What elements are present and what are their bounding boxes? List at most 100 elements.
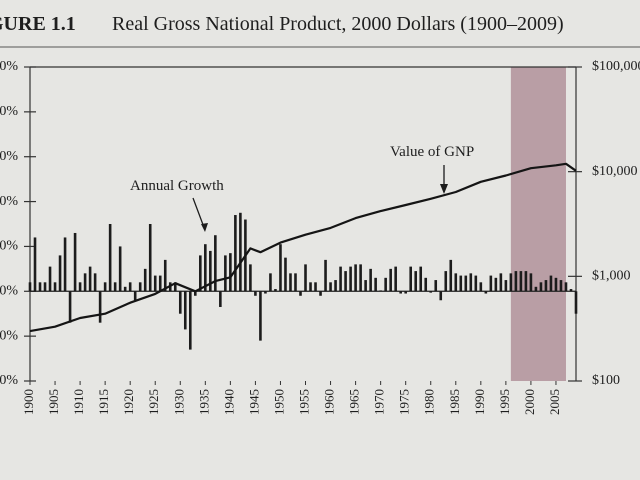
x-tick-label: 1905 bbox=[46, 389, 61, 415]
bar bbox=[514, 271, 518, 292]
y-tick-label: 30% bbox=[0, 149, 18, 164]
highlight-band bbox=[510, 67, 566, 381]
bar bbox=[569, 289, 573, 292]
bar bbox=[449, 259, 453, 292]
bar bbox=[239, 212, 242, 292]
bar bbox=[544, 280, 548, 292]
bar bbox=[359, 264, 362, 292]
gnp-line bbox=[29, 162, 577, 333]
bar bbox=[549, 275, 553, 292]
bar bbox=[489, 275, 493, 292]
bar bbox=[459, 275, 463, 292]
bar bbox=[178, 291, 182, 314]
bar bbox=[324, 259, 327, 292]
bar bbox=[334, 280, 337, 292]
bar bbox=[414, 271, 418, 292]
bar bbox=[163, 259, 167, 292]
bar bbox=[294, 273, 297, 292]
bar bbox=[299, 291, 302, 296]
bar bbox=[409, 266, 412, 292]
bar bbox=[158, 275, 162, 292]
bar bbox=[519, 271, 523, 292]
x-tick-label: 1920 bbox=[121, 389, 136, 415]
bar bbox=[484, 291, 488, 294]
y-tick-label: 50% bbox=[0, 59, 18, 74]
bar bbox=[314, 282, 317, 292]
bar bbox=[554, 277, 558, 292]
bar bbox=[464, 275, 468, 292]
bar bbox=[98, 291, 102, 323]
bar bbox=[319, 291, 322, 296]
bar bbox=[199, 255, 202, 292]
bar bbox=[128, 282, 132, 292]
y-tick-label: 10% bbox=[0, 239, 18, 254]
plot: 50% 40% 30% 20% 10% 0% –10% –20% $100,000 $10,000… bbox=[0, 59, 640, 415]
bar bbox=[194, 291, 197, 296]
bar bbox=[539, 282, 543, 292]
bar bbox=[43, 282, 47, 292]
bar bbox=[454, 273, 458, 292]
x-tick-label: 1970 bbox=[372, 389, 387, 415]
bar bbox=[394, 266, 397, 292]
figure-label: FIGURE 1.1 bbox=[0, 13, 76, 35]
bar bbox=[389, 268, 392, 292]
bar bbox=[369, 268, 372, 292]
bar bbox=[63, 237, 67, 292]
bar bbox=[374, 277, 377, 292]
bar bbox=[93, 273, 97, 292]
bar bbox=[148, 224, 152, 292]
chart-title: Real Gross National Product, 2000 Dollar… bbox=[112, 13, 564, 35]
bar bbox=[479, 282, 483, 292]
x-tick-label: 1915 bbox=[96, 389, 111, 415]
bar bbox=[349, 266, 352, 292]
bar bbox=[209, 250, 212, 292]
bar bbox=[524, 271, 528, 292]
bar bbox=[304, 264, 307, 292]
bar bbox=[118, 246, 122, 292]
bar bbox=[329, 282, 332, 292]
bar bbox=[83, 273, 87, 292]
y-tick-label: 20% bbox=[0, 194, 18, 209]
x-tick-label: 1910 bbox=[71, 389, 86, 415]
bar bbox=[494, 277, 498, 292]
bar bbox=[188, 291, 192, 350]
y-tick-label: 40% bbox=[0, 104, 18, 119]
annotation-arrowhead bbox=[440, 184, 448, 194]
bar bbox=[138, 282, 142, 292]
bar bbox=[183, 291, 187, 330]
y2-tick-label: $100 bbox=[592, 373, 620, 388]
bar bbox=[274, 289, 277, 292]
x-tick-label: 1925 bbox=[146, 389, 161, 415]
bar bbox=[48, 266, 52, 292]
x-tick-label: 2000 bbox=[522, 389, 537, 415]
x-tick-label: 1935 bbox=[196, 389, 211, 415]
x-tick-label: 1980 bbox=[422, 389, 437, 415]
y-tick-label: –20% bbox=[0, 373, 18, 388]
bar bbox=[143, 268, 147, 292]
bar bbox=[364, 280, 367, 292]
y-tick-label: 0% bbox=[0, 284, 18, 299]
bar bbox=[123, 286, 127, 292]
bar bbox=[474, 275, 478, 292]
bar bbox=[564, 282, 568, 292]
bar bbox=[424, 277, 428, 292]
bar bbox=[68, 291, 72, 323]
x-tick-label: 2005 bbox=[547, 389, 562, 415]
x-tick-label: 1975 bbox=[397, 389, 412, 415]
x-tick-label: 1990 bbox=[472, 389, 487, 415]
annotation: Annual Growth bbox=[130, 178, 224, 194]
y2-tick-label: $100,000 bbox=[592, 59, 640, 74]
bar bbox=[499, 273, 503, 292]
x-tick-label: 1940 bbox=[221, 389, 236, 415]
bar bbox=[53, 282, 57, 292]
bar bbox=[108, 224, 112, 292]
bar bbox=[28, 282, 32, 292]
bar bbox=[204, 244, 207, 292]
bar bbox=[434, 280, 438, 292]
bar bbox=[73, 232, 77, 292]
bar bbox=[339, 266, 342, 292]
bar bbox=[444, 271, 448, 292]
x-tick-label: 1950 bbox=[271, 389, 286, 415]
bar bbox=[509, 273, 513, 292]
